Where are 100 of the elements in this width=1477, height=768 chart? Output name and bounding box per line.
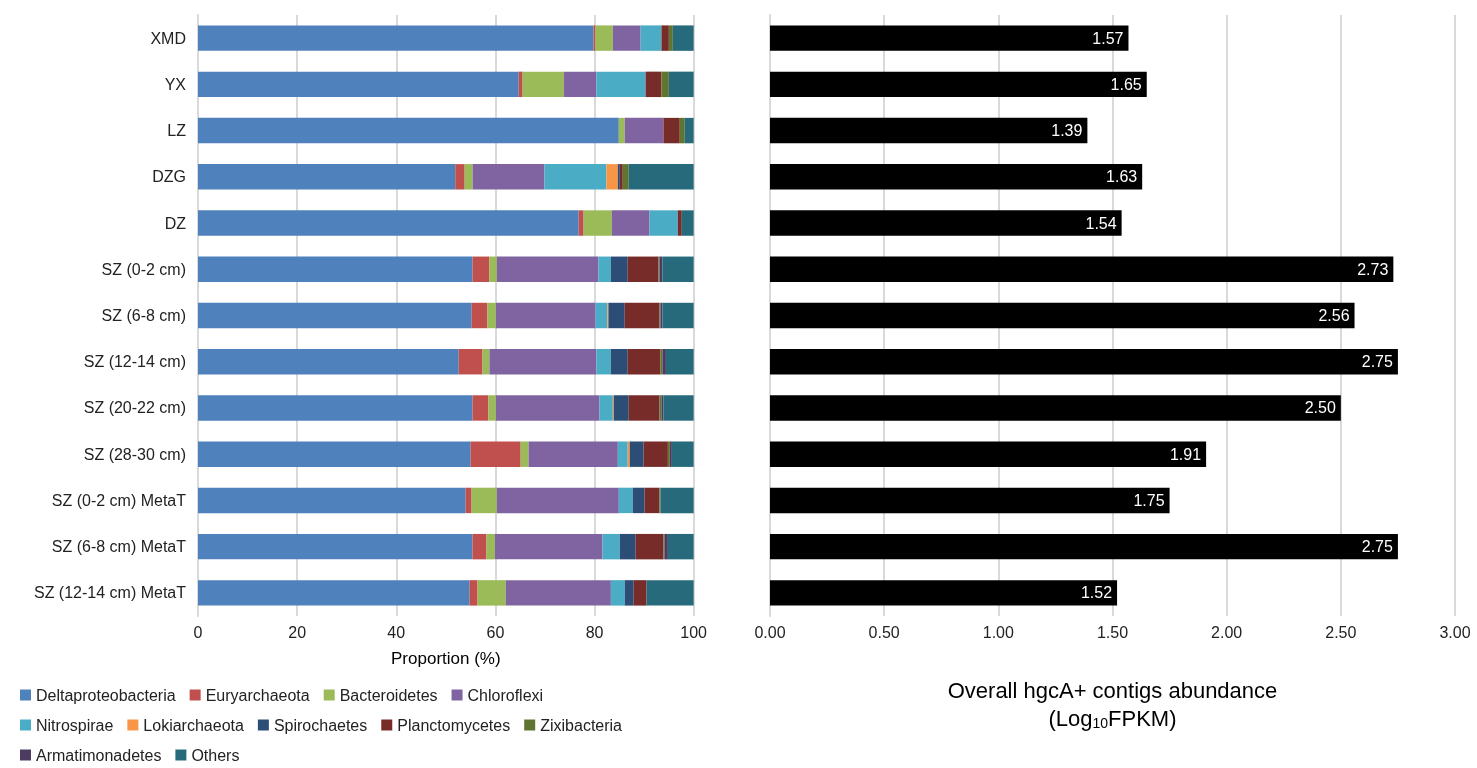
x-tick-label: 0.00 [754, 623, 786, 641]
bar [489, 349, 597, 375]
x-tick-label: 0.50 [868, 623, 900, 641]
bar [486, 533, 495, 560]
bar [679, 117, 685, 144]
data-label: 2.50 [1304, 399, 1336, 417]
bar [649, 210, 678, 236]
bar [494, 533, 603, 560]
legend-label: Planctomycetes [397, 716, 511, 734]
bar [661, 71, 669, 98]
bar [472, 256, 490, 282]
bar [770, 25, 1129, 51]
data-label: 2.73 [1357, 260, 1389, 278]
bar [471, 302, 488, 329]
bar [662, 256, 694, 282]
legend-label: Zixibacteria [540, 716, 623, 734]
bar [628, 395, 660, 421]
bar [635, 533, 664, 560]
data-label: 1.52 [1080, 584, 1113, 602]
bar [770, 302, 1355, 329]
bar [495, 395, 600, 421]
bar [489, 256, 497, 282]
bar [455, 164, 465, 190]
bar [198, 71, 519, 98]
data-label: 1.65 [1110, 75, 1142, 93]
data-label: 1.63 [1106, 168, 1138, 186]
bar [770, 533, 1398, 560]
bar [464, 164, 473, 190]
y-tick-label: DZG [152, 168, 186, 186]
bar [198, 580, 470, 606]
bar [595, 25, 613, 51]
x-tick-label: 3.00 [1439, 623, 1471, 641]
bar [488, 395, 496, 421]
bar [661, 25, 669, 51]
bar [602, 533, 620, 560]
bar [667, 533, 694, 560]
bar [660, 487, 694, 514]
bar [770, 487, 1170, 514]
y-tick-label: XMD [150, 29, 186, 47]
bar [544, 164, 607, 190]
bar [487, 302, 496, 329]
bar [198, 487, 466, 514]
bar [662, 302, 694, 329]
data-label: 1.39 [1051, 122, 1083, 140]
bar [599, 395, 613, 421]
bar [770, 580, 1118, 606]
y-tick-label: YX [164, 75, 187, 93]
bar [198, 117, 619, 144]
y-tick-label: SZ (6-8 cm) MetaT [51, 538, 187, 556]
bar [622, 164, 629, 190]
x-tick-label: 60 [486, 623, 505, 641]
bar [505, 580, 611, 606]
bar [770, 395, 1341, 421]
data-label: 2.56 [1318, 307, 1350, 324]
bar [624, 302, 660, 329]
bar [645, 71, 662, 98]
bar [198, 349, 459, 375]
bar [629, 441, 644, 467]
x-axis-title: Proportion (%) [391, 649, 501, 669]
bar [770, 210, 1122, 236]
bar [618, 117, 625, 144]
legend-label: Chloroflexi [467, 686, 544, 704]
bar [583, 210, 612, 236]
y-tick-label: SZ (6-8 cm) [101, 307, 186, 324]
legend-label: Spirochaetes [273, 716, 368, 734]
bar [472, 533, 487, 560]
bar [198, 25, 594, 51]
bar [627, 256, 659, 282]
bar [612, 25, 641, 51]
bar [465, 487, 472, 514]
x-tick-label: 0 [193, 623, 203, 641]
bar [632, 487, 645, 514]
bar [198, 395, 473, 421]
bar [496, 487, 619, 514]
legend-label: Lokiarchaeota [143, 716, 244, 734]
bar [610, 349, 628, 375]
bar [470, 441, 521, 467]
bar [633, 580, 647, 606]
bar [643, 441, 668, 467]
bar [198, 302, 472, 329]
data-label: 1.54 [1085, 214, 1117, 232]
bar [578, 210, 584, 236]
bar [681, 210, 694, 236]
bar [628, 164, 694, 190]
bar [668, 25, 673, 51]
bar [770, 117, 1088, 144]
bar [469, 580, 478, 606]
x-tick-label: 40 [387, 623, 406, 641]
bar [610, 256, 628, 282]
bar [627, 349, 661, 375]
legend-label: Others [191, 746, 240, 764]
x-tick-label: 2.50 [1325, 623, 1357, 641]
y-tick-label: LZ [167, 122, 187, 140]
bar [640, 25, 662, 51]
x-tick-label: 1.50 [1096, 623, 1129, 641]
x-axis-title: Overall hgcA+ contigs abundance (Log10FPKM) [947, 677, 1278, 731]
bar [770, 256, 1394, 282]
legend-label: Deltaproteobacteria [36, 686, 176, 704]
bar [610, 580, 625, 606]
bar [528, 441, 618, 467]
